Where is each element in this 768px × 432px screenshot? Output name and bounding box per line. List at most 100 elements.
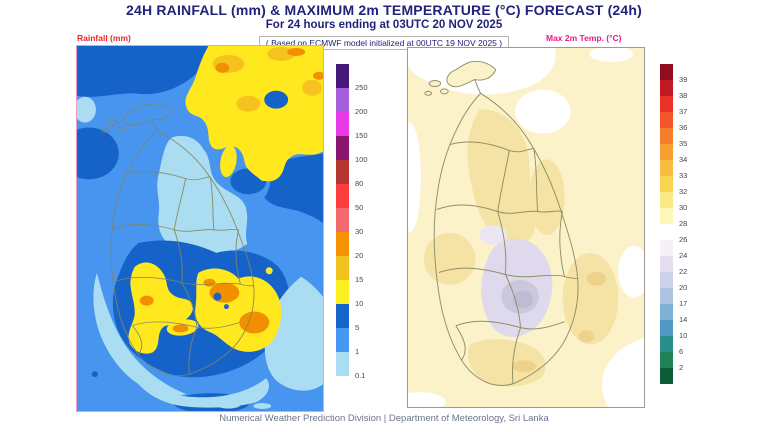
colorbar-swatch [336, 88, 349, 112]
colorbar-cell: 22 [660, 256, 687, 276]
colorbar-tick-label: 150 [355, 131, 368, 140]
colorbar-cell: 24 [660, 240, 687, 260]
colorbar-tick-label: 80 [355, 179, 364, 188]
colorbar-tick-label: 22 [679, 267, 688, 276]
colorbar-cell: 100 [336, 136, 368, 164]
colorbar-cell: 50 [336, 184, 363, 212]
forecast-period: For 24 hours ending at 03UTC 20 NOV 2025 [265, 19, 503, 31]
colorbar-cell: 6 [660, 336, 683, 356]
colorbar-swatch [660, 96, 673, 112]
colorbar-cell: 1 [336, 328, 359, 356]
colorbar-swatch [660, 144, 673, 160]
colorbar-cell: 30 [336, 208, 363, 236]
colorbar-tick-label: 32 [679, 187, 688, 196]
colorbar-tick-label: 17 [679, 299, 688, 308]
colorbar-cell [660, 368, 673, 384]
colorbar-tick-label: 14 [679, 315, 688, 324]
rainfall-map-svg [77, 46, 323, 411]
temperature-colorbar: 39 38 37 36 35 34 33 32 30 28 26 24 22 20 17 14 10 6 2 [660, 64, 687, 384]
colorbar-tick-label: 15 [355, 275, 364, 284]
colorbar-swatch [336, 232, 349, 256]
temperature-panel-label: Max 2m Temp. (°C) [546, 33, 622, 43]
header: 24H RAINFALL (mm) & MAXIMUM 2m TEMPERATU… [0, 2, 768, 51]
colorbar-swatch [660, 352, 673, 368]
colorbar-cell: 38 [660, 80, 687, 100]
colorbar-swatch [336, 184, 349, 208]
colorbar-swatch [660, 304, 673, 320]
colorbar-tick-label: 10 [679, 331, 688, 340]
credit-line: Numerical Weather Prediction Division | … [219, 413, 549, 424]
temperature-map-svg [408, 48, 644, 407]
colorbar-tick-label: 35 [679, 139, 688, 148]
colorbar-tick-label: 6 [679, 347, 684, 356]
colorbar-tick-label: 39 [679, 75, 688, 84]
colorbar-cell: 150 [336, 112, 368, 140]
colorbar-swatch [660, 64, 673, 80]
colorbar-tick-label: 20 [355, 251, 364, 260]
rainfall-colorbar: 250 200 150 100 80 50 30 20 15 10 5 1 0.1 [336, 64, 368, 380]
colorbar-cell: 0.1 [336, 352, 365, 380]
colorbar-swatch [336, 136, 349, 160]
colorbar-tick-label: 28 [679, 219, 688, 228]
colorbar-tick-label: 38 [679, 91, 688, 100]
colorbar-cell: 20 [336, 232, 363, 260]
colorbar-tick-label: 5 [355, 323, 360, 332]
colorbar-tick-label: 26 [679, 235, 688, 244]
colorbar-swatch [660, 336, 673, 352]
colorbar-swatch [336, 256, 349, 280]
colorbar-cell: 5 [336, 304, 359, 332]
colorbar-cell: 17 [660, 288, 687, 308]
colorbar-tick-label: 1 [355, 347, 360, 356]
colorbar-cell: 2 [660, 352, 683, 372]
colorbar-cell: 10 [660, 320, 687, 340]
colorbar-cell: 37 [660, 96, 687, 116]
colorbar-cell: 26 [660, 224, 687, 244]
colorbar-cell: 32 [660, 176, 687, 196]
colorbar-swatch [660, 320, 673, 336]
colorbar-cell: 33 [660, 160, 687, 180]
colorbar-tick-label: 2 [679, 363, 684, 372]
colorbar-cell: 30 [660, 192, 687, 212]
colorbar-tick-label: 34 [679, 155, 688, 164]
colorbar-cell: 10 [336, 280, 363, 308]
colorbar-cell: 36 [660, 112, 687, 132]
colorbar-swatch [660, 176, 673, 192]
colorbar-swatch [660, 128, 673, 144]
colorbar-tick-label: 33 [679, 171, 688, 180]
colorbar-cell: 15 [336, 256, 363, 284]
colorbar-cell: 39 [660, 64, 687, 84]
colorbar-swatch [660, 224, 673, 240]
colorbar-swatch [336, 160, 349, 184]
rainfall-panel-label: Rainfall (mm) [77, 33, 131, 43]
colorbar-swatch [660, 368, 673, 384]
colorbar-tick-label: 30 [679, 203, 688, 212]
colorbar-swatch [336, 304, 349, 328]
colorbar-swatch [660, 160, 673, 176]
colorbar-swatch [660, 192, 673, 208]
colorbar-swatch [336, 352, 349, 376]
colorbar-swatch [660, 240, 673, 256]
colorbar-cell: 14 [660, 304, 687, 324]
colorbar-swatch [660, 208, 673, 224]
colorbar-cell: 28 [660, 208, 687, 228]
colorbar-cell: 20 [660, 272, 687, 292]
colorbar-tick-label: 0.1 [355, 371, 366, 380]
colorbar-tick-label: 30 [355, 227, 364, 236]
colorbar-cell: 250 [336, 64, 368, 92]
colorbar-tick-label: 50 [355, 203, 364, 212]
colorbar-tick-label: 100 [355, 155, 368, 164]
colorbar-tick-label: 37 [679, 107, 688, 116]
colorbar-swatch [660, 288, 673, 304]
colorbar-cell: 200 [336, 88, 368, 116]
colorbar-swatch [660, 272, 673, 288]
colorbar-swatch [660, 80, 673, 96]
colorbar-cell: 35 [660, 128, 687, 148]
colorbar-swatch [336, 64, 349, 88]
temperature-map [407, 47, 645, 408]
colorbar-tick-label: 20 [679, 283, 688, 292]
colorbar-swatch [336, 328, 349, 352]
colorbar-swatch [660, 256, 673, 272]
colorbar-cell: 80 [336, 160, 363, 188]
colorbar-swatch [660, 112, 673, 128]
colorbar-tick-label: 200 [355, 107, 368, 116]
